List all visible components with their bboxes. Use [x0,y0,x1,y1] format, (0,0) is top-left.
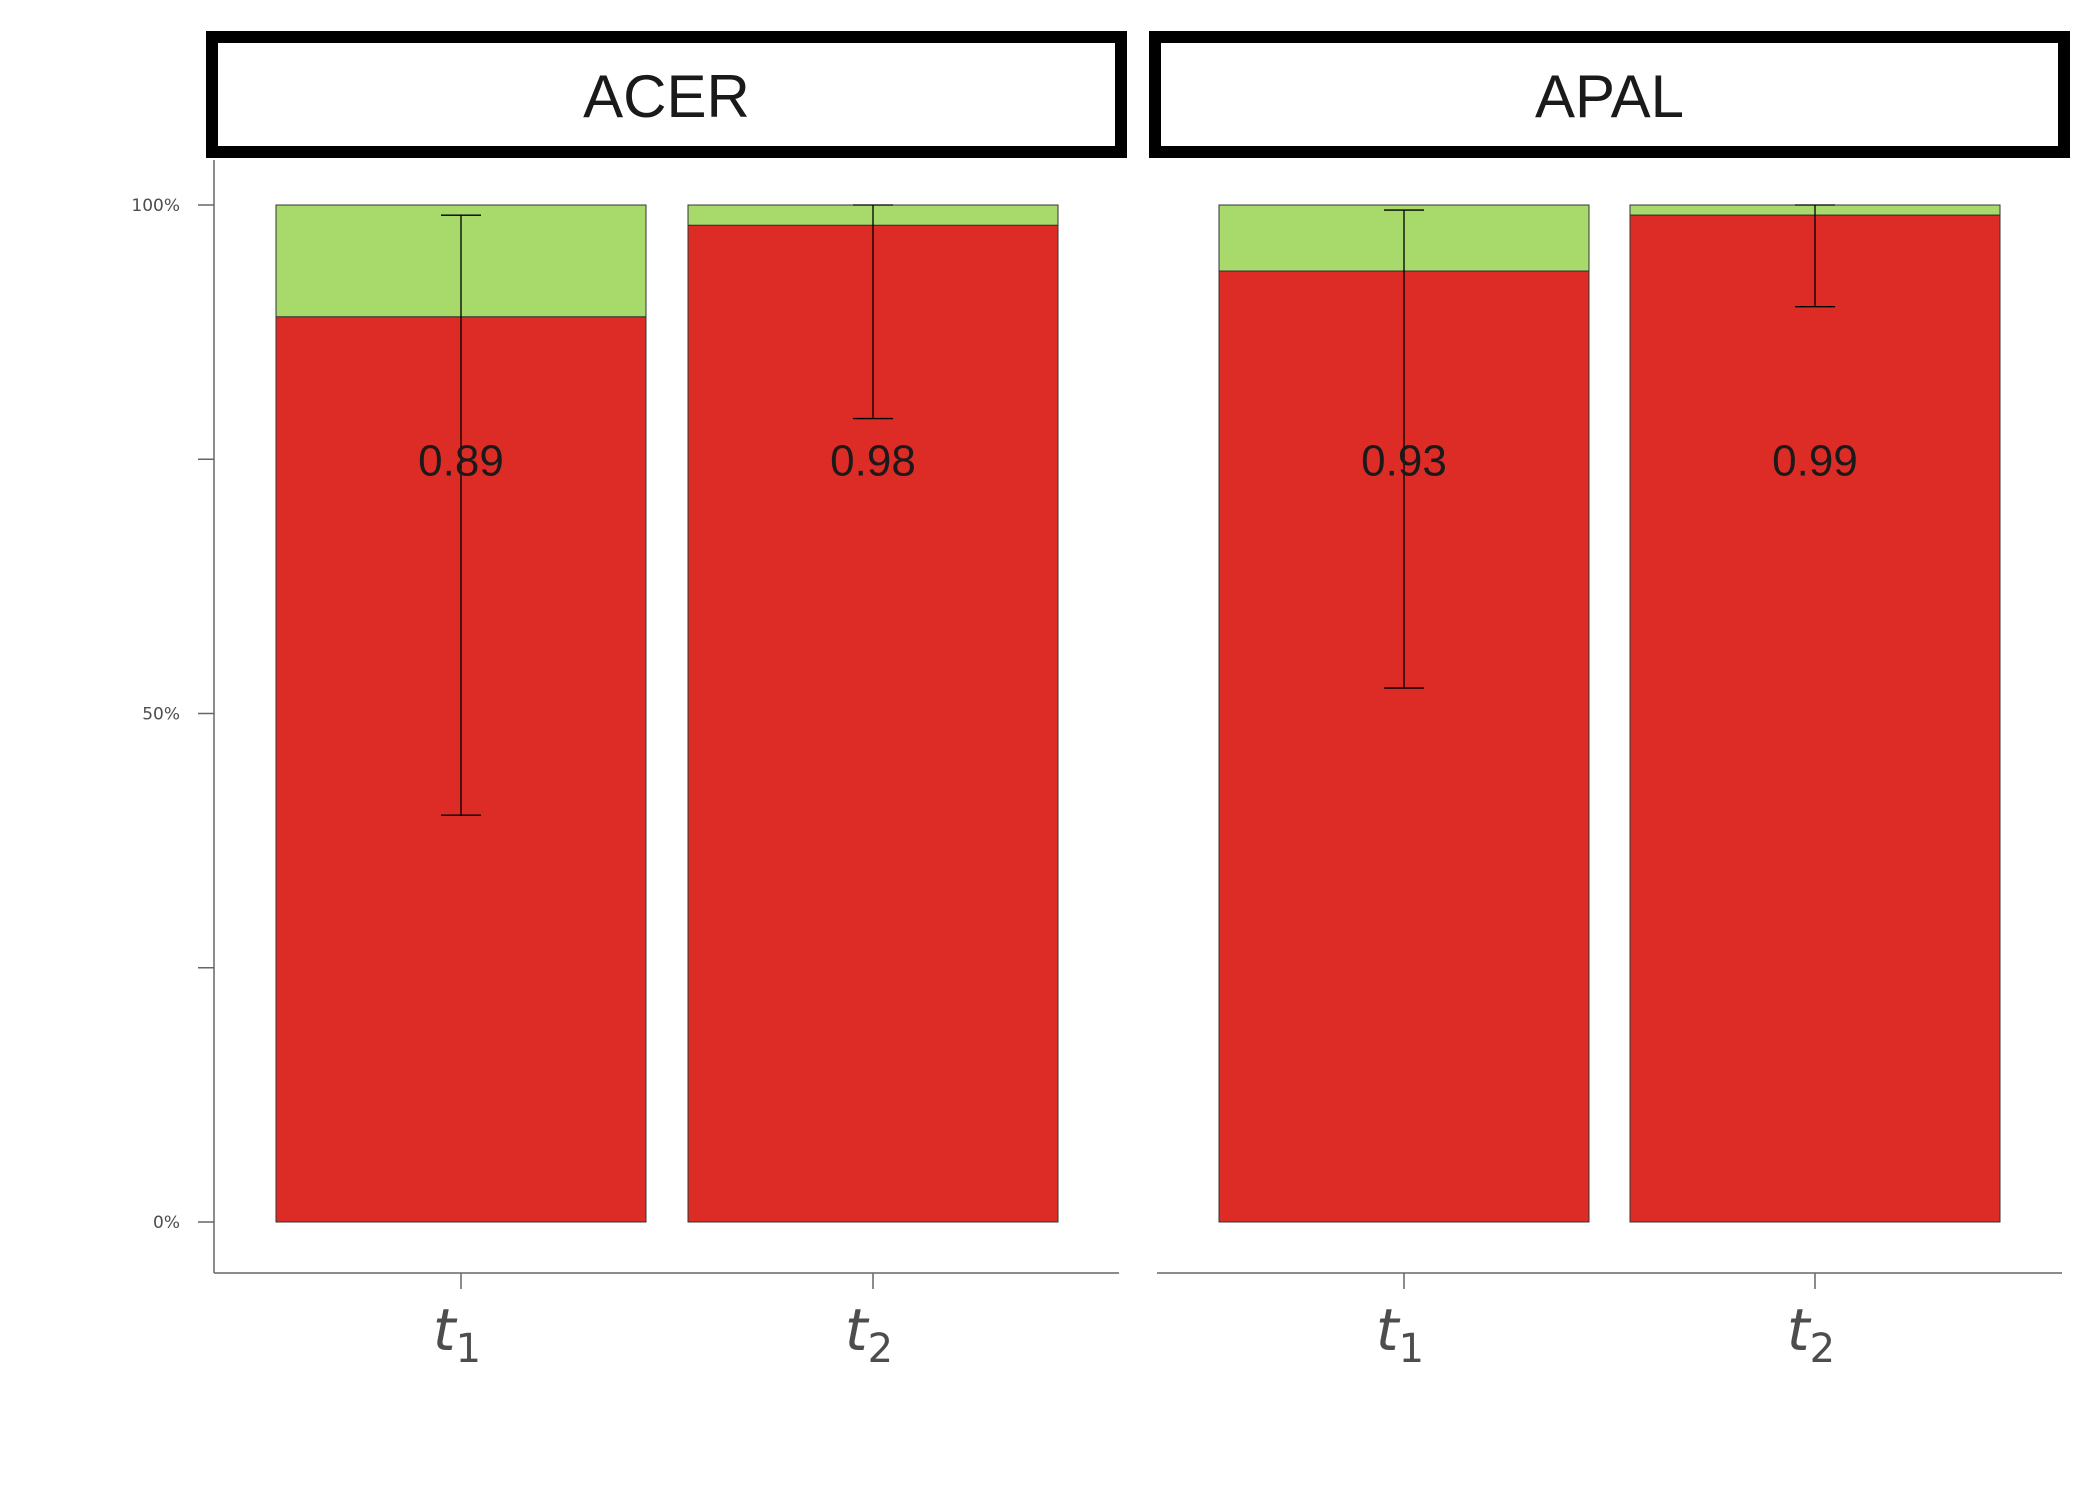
x-tick-label: t2 [845,1296,893,1372]
x-tick-label-subscript: 2 [1810,1326,1835,1372]
x-tick-label: t1 [1376,1296,1424,1372]
facet-strip-apal [1149,31,2070,158]
x-tick-label-subscript: 2 [868,1326,893,1372]
x-tick-label-subscript: 1 [456,1326,481,1372]
bar-value-label: 0.89 [418,436,504,485]
facet-title-apal: APAL [1535,63,1684,130]
y-axis: 0% 50% 100% [131,160,215,1273]
y-tick-label: 0% [153,1213,180,1233]
x-tick-label-base: t [1376,1296,1401,1364]
x-tick-label-base: t [1787,1296,1812,1364]
x-tick-label: t2 [1787,1296,1835,1372]
bars: 0.89 0.98 0.93 0.99 [275,204,2001,1223]
bar-value-label: 0.99 [1772,436,1858,485]
y-tick-label: 100% [131,196,180,216]
x-tick-label-subscript: 1 [1399,1326,1424,1372]
x-tick-label-base: t [845,1296,870,1364]
facet-strip-acer [206,31,1127,158]
bar-value-label: 0.98 [830,436,916,485]
y-tick-label: 50% [142,705,180,725]
bar-lower-segment [1629,214,2001,1223]
bar-value-label: 0.93 [1361,436,1447,485]
x-tick-label-base: t [433,1296,458,1364]
x-tick-label: t1 [433,1296,481,1372]
x-axis: t1 t2 t1 t2 [214,1272,2062,1372]
facet-title-acer: ACER [583,63,750,130]
facet-strips: ACER APAL [206,31,2070,158]
